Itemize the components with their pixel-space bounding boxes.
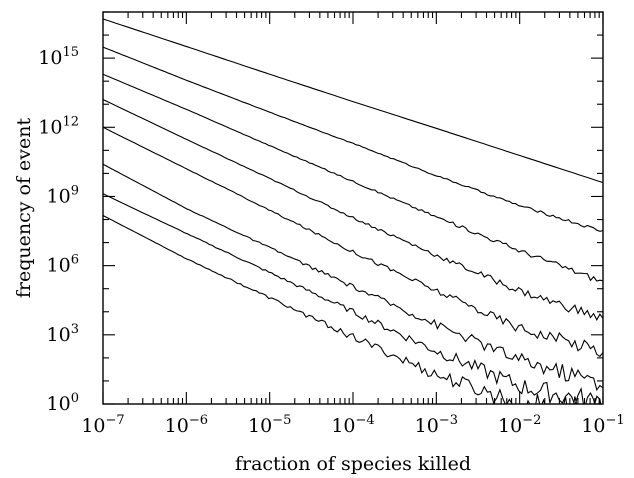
x-tick-label: 10−2 [498,413,541,437]
series-line-6 [103,163,603,392]
y-tick-label: 1012 [38,114,79,138]
series-line-1 [103,18,603,184]
y-tick-label: 103 [47,322,79,346]
plot-frame [102,11,604,405]
x-tick-label: 10−4 [331,413,374,437]
series-line-5 [103,126,603,358]
tick-label-layer: 10−7 10−6 10−5 10−4 10−3 10−2 10−1 100 103 106 109… [38,45,624,437]
y-axis-title: frequency of event [13,118,35,299]
series-line-4 [103,99,603,321]
series-line-7 [103,193,602,404]
x-tick-label: 10−3 [415,413,458,437]
x-tick-label: 10−7 [81,413,124,437]
series-line-8 [103,215,602,404]
x-axis-title: fraction of species killed [235,453,471,475]
series-line-3 [103,73,603,282]
y-tick-label: 106 [47,253,79,277]
tick-layer [102,11,604,405]
series-layer [103,18,603,404]
x-tick-label: 10−6 [165,413,208,437]
y-tick-label: 109 [47,183,79,207]
series-line-2 [103,46,603,232]
y-tick-label: 100 [47,391,79,415]
x-tick-label: 10−1 [581,413,624,437]
x-tick-label: 10−5 [248,413,291,437]
y-tick-label: 1015 [38,45,79,69]
